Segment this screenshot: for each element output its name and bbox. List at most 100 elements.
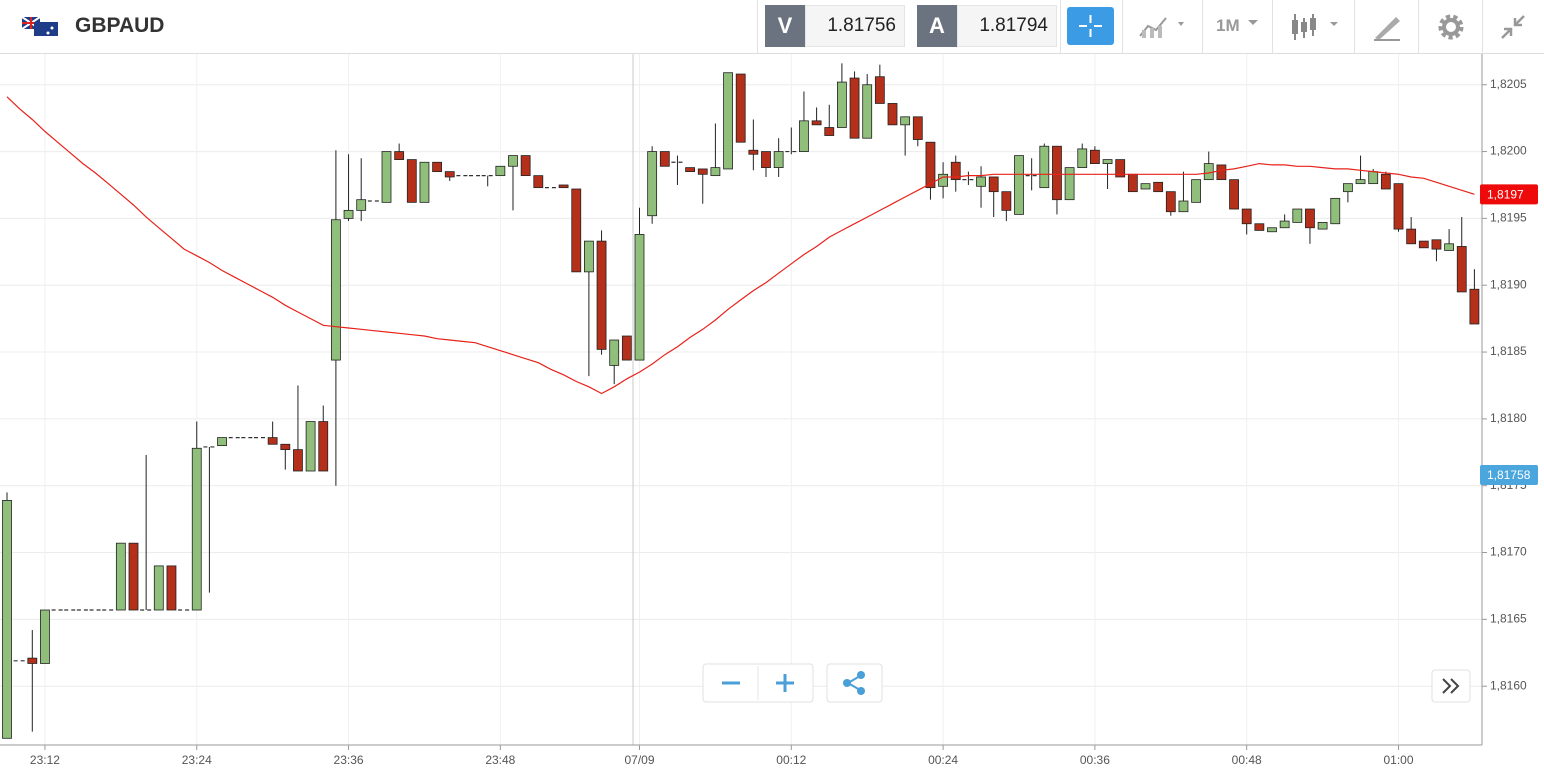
candle-body [1431, 239, 1442, 250]
y-tick-label: 1,8170 [1490, 545, 1527, 559]
x-tick-label: 23:12 [30, 753, 60, 767]
candle-body [1279, 220, 1290, 229]
flag-icon [22, 17, 58, 36]
zoom-in-button[interactable] [776, 674, 794, 692]
draw-button[interactable] [1372, 12, 1402, 42]
candle-body [1178, 200, 1189, 213]
candle-body [533, 175, 544, 189]
dropdown-arrow [1248, 20, 1258, 25]
candle-body [1330, 197, 1341, 225]
candle-body [1191, 179, 1201, 203]
candle-body [1393, 183, 1404, 230]
candle-body [735, 73, 746, 143]
candle-body [1469, 288, 1480, 325]
candle-body [1127, 173, 1138, 193]
separator [1060, 0, 1061, 54]
candle-body [925, 141, 936, 189]
candle-body [406, 159, 417, 203]
sell-price[interactable]: 1.81756 [805, 5, 905, 47]
candle-body [824, 127, 835, 136]
share-box [826, 663, 883, 703]
candle-body [900, 116, 911, 126]
candle-body [723, 72, 733, 170]
candle-body [128, 542, 139, 611]
candle-body [1001, 191, 1012, 211]
symbol: GBPAUD [75, 14, 165, 37]
y-tick-label: 1,8185 [1490, 344, 1527, 358]
candle-body [1077, 148, 1088, 169]
y-tick-label: 1,8160 [1490, 678, 1527, 692]
candle-body [571, 188, 582, 273]
y-tick-label: 1,8195 [1490, 211, 1527, 225]
y-tick-label: 1,8165 [1490, 612, 1527, 626]
candle-body [394, 151, 405, 160]
zoom-controls [702, 663, 1471, 703]
chart-type-button[interactable] [1138, 14, 1192, 40]
candle-body [1444, 243, 1454, 251]
candle-body [305, 421, 316, 472]
candle-body [1064, 167, 1075, 201]
sell-label[interactable]: V [765, 5, 805, 47]
x-tick-label: 23:36 [334, 753, 364, 767]
toolbar: GBPAUD V 1.81756 A 1.81794 1M [0, 0, 1544, 54]
candle-body [166, 565, 177, 611]
separator [1272, 0, 1273, 54]
price-tag-label: 1,8197 [1487, 188, 1524, 202]
candle-body [1292, 208, 1303, 223]
candle-body [1115, 159, 1126, 178]
candle-body [976, 176, 986, 187]
candle-body [584, 240, 594, 273]
candle-body [115, 542, 126, 611]
candle-body [1254, 223, 1265, 231]
candle-body [40, 609, 50, 664]
candle-body [621, 335, 632, 361]
candle-body [634, 234, 645, 361]
plot-area [0, 54, 1482, 745]
separator [757, 0, 758, 54]
candle-body [938, 173, 948, 187]
share-button[interactable] [843, 671, 865, 695]
y-tick-label: 1,8205 [1490, 77, 1527, 91]
candle-body [685, 167, 695, 173]
candle-body [27, 657, 38, 664]
scroll-end-button[interactable] [1442, 678, 1460, 694]
buy-price[interactable]: 1.81794 [957, 5, 1057, 47]
crosshair-button[interactable] [1067, 7, 1114, 45]
candle-style-button[interactable] [1290, 12, 1346, 42]
candle-body [1165, 191, 1176, 213]
candle-body [773, 151, 784, 169]
candle-body [799, 120, 809, 152]
candle-body [862, 84, 873, 139]
x-tick-label: 00:48 [1232, 753, 1262, 767]
candle-body [267, 437, 278, 445]
candle-body [837, 81, 847, 128]
candle-body [1090, 149, 1100, 164]
candle-body [659, 151, 670, 167]
candle-body [596, 240, 607, 350]
candle-body [520, 155, 531, 177]
candle-body [1203, 163, 1214, 181]
separator [1482, 0, 1483, 54]
candle-body [748, 149, 759, 155]
candle-body [1014, 155, 1024, 215]
interval-button[interactable]: 1M [1216, 16, 1240, 35]
candle-body [356, 199, 367, 211]
buy-label[interactable]: A [917, 5, 957, 47]
candle-body [1140, 183, 1151, 190]
candle-body [811, 120, 822, 126]
candle-body [280, 443, 291, 451]
candle-body [1039, 145, 1050, 189]
candle-body [887, 103, 898, 126]
settings-button[interactable] [1436, 12, 1466, 42]
candle-body [761, 151, 771, 169]
x-tick-label: 23:48 [485, 753, 515, 767]
collapse-button[interactable] [1498, 12, 1528, 42]
candle-body [293, 449, 303, 472]
candle-body [444, 171, 455, 178]
separator [1202, 0, 1203, 54]
candle-body [1052, 145, 1062, 201]
price-tag [1480, 465, 1538, 486]
separator [1122, 0, 1123, 54]
candle-body [432, 161, 443, 173]
